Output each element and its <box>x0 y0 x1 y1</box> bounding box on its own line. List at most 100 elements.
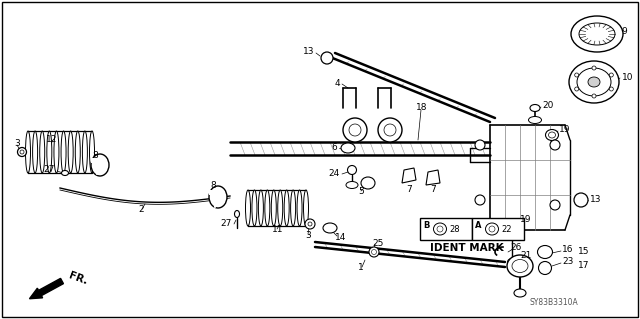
Ellipse shape <box>321 52 333 64</box>
Ellipse shape <box>369 247 379 257</box>
Ellipse shape <box>348 166 356 174</box>
Ellipse shape <box>514 289 526 297</box>
Text: 1: 1 <box>358 263 364 272</box>
Ellipse shape <box>76 131 80 173</box>
Text: 3: 3 <box>14 138 20 147</box>
Ellipse shape <box>579 23 615 45</box>
Text: 5: 5 <box>358 188 364 197</box>
Polygon shape <box>402 168 416 183</box>
Ellipse shape <box>26 131 31 173</box>
Ellipse shape <box>305 219 315 229</box>
FancyArrow shape <box>29 278 63 299</box>
Polygon shape <box>426 170 440 185</box>
Ellipse shape <box>371 249 376 255</box>
Text: 9: 9 <box>621 27 627 36</box>
Bar <box>91 158 100 163</box>
Ellipse shape <box>47 131 52 173</box>
Ellipse shape <box>592 66 596 70</box>
Ellipse shape <box>508 258 516 265</box>
Ellipse shape <box>61 131 66 173</box>
Bar <box>209 190 218 195</box>
Text: 8: 8 <box>210 182 216 190</box>
Text: 6: 6 <box>332 144 337 152</box>
Bar <box>30 131 90 173</box>
Ellipse shape <box>297 190 302 226</box>
Ellipse shape <box>529 116 541 123</box>
Bar <box>420 218 472 240</box>
Ellipse shape <box>349 124 361 136</box>
Ellipse shape <box>54 131 59 173</box>
Ellipse shape <box>548 132 556 138</box>
Ellipse shape <box>489 226 495 232</box>
Text: 12: 12 <box>46 136 58 145</box>
Text: 18: 18 <box>416 103 428 113</box>
Ellipse shape <box>509 222 515 228</box>
Ellipse shape <box>609 73 613 77</box>
Ellipse shape <box>259 190 264 226</box>
Ellipse shape <box>378 118 402 142</box>
Ellipse shape <box>346 182 358 189</box>
Ellipse shape <box>475 140 485 150</box>
Ellipse shape <box>40 131 45 173</box>
Bar <box>250 190 304 226</box>
Ellipse shape <box>384 124 396 136</box>
Ellipse shape <box>90 131 95 173</box>
Text: 13: 13 <box>590 196 602 204</box>
Ellipse shape <box>530 105 540 112</box>
Text: 20: 20 <box>542 101 554 110</box>
Text: 17: 17 <box>578 261 589 270</box>
Text: 27: 27 <box>221 219 232 228</box>
Text: 7: 7 <box>430 186 436 195</box>
Text: A: A <box>475 221 481 230</box>
Text: 10: 10 <box>622 73 634 83</box>
Ellipse shape <box>17 147 26 157</box>
Ellipse shape <box>437 226 443 232</box>
Ellipse shape <box>68 131 73 173</box>
Ellipse shape <box>343 118 367 142</box>
Ellipse shape <box>278 190 283 226</box>
Ellipse shape <box>361 177 375 189</box>
Ellipse shape <box>284 190 289 226</box>
Ellipse shape <box>209 186 227 208</box>
Text: B: B <box>423 221 429 230</box>
Text: FR.: FR. <box>67 270 88 286</box>
Ellipse shape <box>538 262 552 275</box>
Text: 11: 11 <box>272 226 284 234</box>
Ellipse shape <box>265 190 270 226</box>
Text: 23: 23 <box>562 257 573 266</box>
Text: 21: 21 <box>520 250 531 259</box>
Ellipse shape <box>609 87 613 91</box>
Text: 28: 28 <box>449 225 460 234</box>
Text: 26: 26 <box>510 242 522 251</box>
Ellipse shape <box>569 61 619 103</box>
Ellipse shape <box>91 154 109 176</box>
Ellipse shape <box>83 131 88 173</box>
Ellipse shape <box>574 193 588 207</box>
Text: 8: 8 <box>92 152 98 160</box>
Ellipse shape <box>592 94 596 98</box>
Ellipse shape <box>20 150 24 154</box>
Ellipse shape <box>475 195 485 205</box>
Ellipse shape <box>433 223 447 235</box>
Text: IDENT MARK: IDENT MARK <box>430 243 504 253</box>
Ellipse shape <box>252 190 257 226</box>
Text: 13: 13 <box>303 48 314 56</box>
Ellipse shape <box>341 143 355 153</box>
Ellipse shape <box>550 140 560 150</box>
Text: SY83B3310A: SY83B3310A <box>530 298 579 307</box>
Ellipse shape <box>303 190 308 226</box>
Text: 22: 22 <box>501 225 511 234</box>
Ellipse shape <box>61 170 68 175</box>
Ellipse shape <box>323 223 337 233</box>
Ellipse shape <box>271 190 276 226</box>
Ellipse shape <box>33 131 38 173</box>
Ellipse shape <box>575 87 579 91</box>
Ellipse shape <box>246 190 250 226</box>
Ellipse shape <box>291 190 296 226</box>
Ellipse shape <box>486 223 499 235</box>
Ellipse shape <box>512 259 528 272</box>
Ellipse shape <box>588 77 600 87</box>
Text: 4: 4 <box>334 78 340 87</box>
Text: 15: 15 <box>578 248 589 256</box>
Ellipse shape <box>507 255 533 277</box>
